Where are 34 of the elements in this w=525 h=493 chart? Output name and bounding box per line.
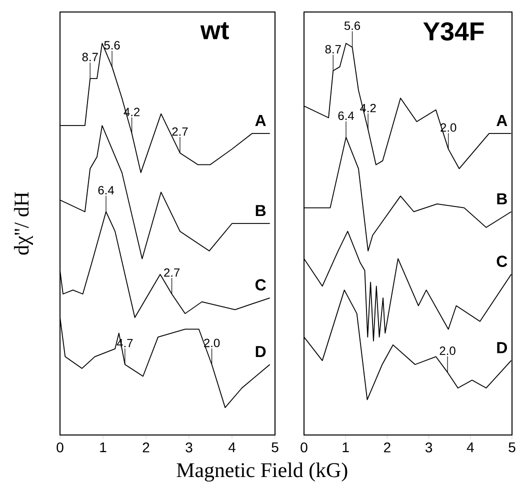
series-label: B — [256, 205, 266, 216]
x-tick-label: 1 — [342, 442, 349, 452]
x-tick-label: 4 — [228, 442, 236, 452]
annotation: 8.7 — [82, 52, 98, 62]
series-label: B — [497, 193, 507, 204]
chart-title: Y34F — [423, 22, 484, 41]
x-tick-label: 5 — [272, 442, 278, 452]
annotation: 2.0 — [440, 346, 456, 356]
annotation: 2.7 — [172, 127, 188, 136]
annotation: 6.4 — [338, 112, 354, 120]
x-tick-label: 2 — [384, 442, 390, 452]
series-label: D — [256, 346, 266, 358]
x-tick-label: 0 — [56, 442, 64, 452]
series-label: A — [496, 114, 508, 126]
series-label: D — [497, 342, 507, 354]
series-label: C — [496, 256, 508, 267]
x-tick-label: 3 — [186, 442, 192, 452]
annotation: 2.7 — [164, 268, 180, 277]
x-tick-label: 1 — [100, 442, 106, 452]
chart-title: wt — [200, 22, 229, 40]
series-label: C — [255, 279, 266, 290]
x-axis-title: Magnetic Field (kG) — [176, 462, 348, 482]
x-tick-label: 3 — [425, 442, 432, 452]
annotation: 8.7 — [325, 44, 341, 54]
annotation: 5.6 — [344, 21, 360, 30]
annotation: 5.6 — [104, 41, 120, 50]
x-tick-label: 2 — [142, 442, 150, 452]
x-tick-label: 4 — [466, 442, 474, 452]
annotation: 2.0 — [204, 338, 220, 348]
x-tick-label: 0 — [300, 442, 308, 452]
x-tick-label: 5 — [508, 442, 516, 452]
y-axis-title: dχ''/ dH — [14, 192, 33, 255]
annotation: 6.4 — [98, 186, 114, 194]
series-label: A — [255, 114, 266, 126]
